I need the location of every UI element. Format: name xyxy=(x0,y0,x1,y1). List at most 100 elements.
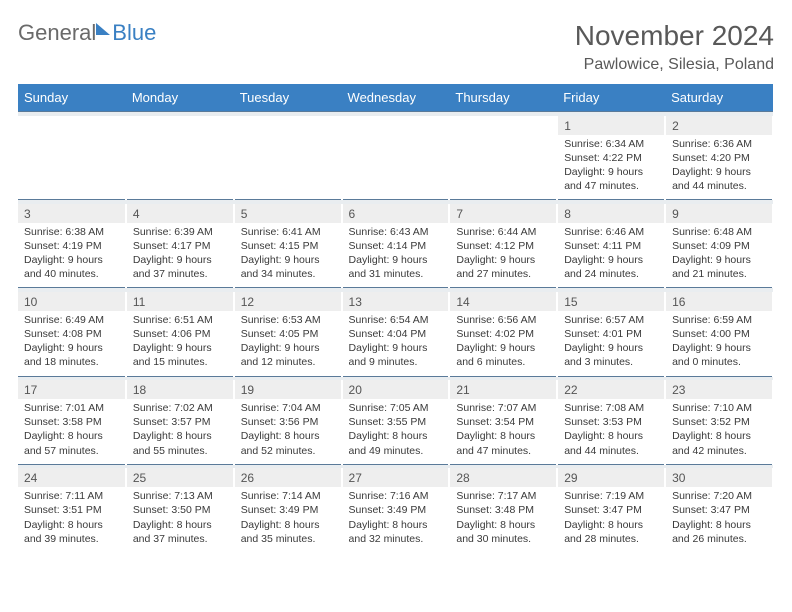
day-cell xyxy=(126,135,234,200)
day-number: 21 xyxy=(449,380,557,399)
sunset-line: Sunset: 4:11 PM xyxy=(564,239,658,253)
day-number: 25 xyxy=(126,468,234,487)
sunset-line: Sunset: 4:01 PM xyxy=(564,327,658,341)
col-monday: Monday xyxy=(126,84,234,112)
daylight-line1: Daylight: 8 hours xyxy=(133,429,227,443)
day-number: 4 xyxy=(126,204,234,223)
day-cell: Sunrise: 6:41 AMSunset: 4:15 PMDaylight:… xyxy=(234,223,342,288)
sunset-line: Sunset: 3:56 PM xyxy=(241,415,335,429)
daylight-line1: Daylight: 8 hours xyxy=(456,518,550,532)
daylight-line1: Daylight: 9 hours xyxy=(456,253,550,267)
daylight-line2: and 6 minutes. xyxy=(456,355,550,369)
day-cell: Sunrise: 7:07 AMSunset: 3:54 PMDaylight:… xyxy=(449,399,557,464)
sunrise-line: Sunrise: 7:07 AM xyxy=(456,401,550,415)
week-daydata-row: Sunrise: 6:34 AMSunset: 4:22 PMDaylight:… xyxy=(18,135,773,200)
sunrise-line: Sunrise: 7:05 AM xyxy=(349,401,443,415)
day-cell: Sunrise: 6:46 AMSunset: 4:11 PMDaylight:… xyxy=(557,223,665,288)
day-number: 9 xyxy=(665,204,773,223)
sunrise-line: Sunrise: 7:19 AM xyxy=(564,489,658,503)
week-daydata-row: Sunrise: 7:01 AMSunset: 3:58 PMDaylight:… xyxy=(18,399,773,464)
daylight-line1: Daylight: 8 hours xyxy=(456,429,550,443)
daylight-line1: Daylight: 9 hours xyxy=(133,341,227,355)
calendar-table: Sunday Monday Tuesday Wednesday Thursday… xyxy=(18,84,774,552)
brand-logo: General Blue xyxy=(18,20,156,46)
daylight-line1: Daylight: 9 hours xyxy=(24,253,119,267)
daylight-line2: and 9 minutes. xyxy=(349,355,443,369)
daylight-line2: and 39 minutes. xyxy=(24,532,119,546)
calendar-page: General Blue November 2024 Pawlowice, Si… xyxy=(0,0,792,612)
sunset-line: Sunset: 3:47 PM xyxy=(672,503,766,517)
sunrise-line: Sunrise: 6:56 AM xyxy=(456,313,550,327)
daylight-line2: and 47 minutes. xyxy=(456,444,550,458)
daylight-line2: and 32 minutes. xyxy=(349,532,443,546)
sunset-line: Sunset: 4:19 PM xyxy=(24,239,119,253)
month-title: November 2024 xyxy=(575,20,774,52)
brand-blue: Blue xyxy=(112,20,156,46)
title-block: November 2024 Pawlowice, Silesia, Poland xyxy=(575,20,774,74)
daylight-line1: Daylight: 9 hours xyxy=(564,341,658,355)
week-daydata-row: Sunrise: 7:11 AMSunset: 3:51 PMDaylight:… xyxy=(18,487,773,552)
sunset-line: Sunset: 4:20 PM xyxy=(672,151,766,165)
daylight-line1: Daylight: 8 hours xyxy=(672,518,766,532)
daylight-line1: Daylight: 9 hours xyxy=(672,165,766,179)
daylight-line2: and 55 minutes. xyxy=(133,444,227,458)
sunrise-line: Sunrise: 6:34 AM xyxy=(564,137,658,151)
day-cell: Sunrise: 7:17 AMSunset: 3:48 PMDaylight:… xyxy=(449,487,557,552)
sunrise-line: Sunrise: 6:54 AM xyxy=(349,313,443,327)
daylight-line1: Daylight: 9 hours xyxy=(241,341,335,355)
day-number: 6 xyxy=(342,204,450,223)
day-cell: Sunrise: 7:20 AMSunset: 3:47 PMDaylight:… xyxy=(665,487,773,552)
day-number: 3 xyxy=(18,204,126,223)
day-number: 29 xyxy=(557,468,665,487)
day-cell: Sunrise: 6:57 AMSunset: 4:01 PMDaylight:… xyxy=(557,311,665,376)
day-cell: Sunrise: 6:49 AMSunset: 4:08 PMDaylight:… xyxy=(18,311,126,376)
daylight-line1: Daylight: 8 hours xyxy=(241,518,335,532)
header: General Blue November 2024 Pawlowice, Si… xyxy=(18,20,774,74)
sunset-line: Sunset: 3:55 PM xyxy=(349,415,443,429)
day-number: 1 xyxy=(557,116,665,135)
sunset-line: Sunset: 4:09 PM xyxy=(672,239,766,253)
sunrise-line: Sunrise: 6:41 AM xyxy=(241,225,335,239)
sunset-line: Sunset: 4:08 PM xyxy=(24,327,119,341)
day-number xyxy=(342,116,450,135)
day-cell: Sunrise: 6:44 AMSunset: 4:12 PMDaylight:… xyxy=(449,223,557,288)
sunset-line: Sunset: 3:54 PM xyxy=(456,415,550,429)
day-number: 14 xyxy=(449,292,557,311)
day-cell: Sunrise: 7:16 AMSunset: 3:49 PMDaylight:… xyxy=(342,487,450,552)
day-number: 18 xyxy=(126,380,234,399)
day-cell xyxy=(234,135,342,200)
sunset-line: Sunset: 3:49 PM xyxy=(349,503,443,517)
sunset-line: Sunset: 4:12 PM xyxy=(456,239,550,253)
day-cell: Sunrise: 6:56 AMSunset: 4:02 PMDaylight:… xyxy=(449,311,557,376)
day-cell: Sunrise: 6:38 AMSunset: 4:19 PMDaylight:… xyxy=(18,223,126,288)
day-cell: Sunrise: 6:43 AMSunset: 4:14 PMDaylight:… xyxy=(342,223,450,288)
daylight-line2: and 15 minutes. xyxy=(133,355,227,369)
week-daynum-row: 17181920212223 xyxy=(18,380,773,399)
day-cell: Sunrise: 7:13 AMSunset: 3:50 PMDaylight:… xyxy=(126,487,234,552)
sunrise-line: Sunrise: 6:53 AM xyxy=(241,313,335,327)
daylight-line2: and 0 minutes. xyxy=(672,355,766,369)
daylight-line2: and 37 minutes. xyxy=(133,532,227,546)
day-number: 13 xyxy=(342,292,450,311)
day-cell xyxy=(449,135,557,200)
sunrise-line: Sunrise: 6:46 AM xyxy=(564,225,658,239)
day-cell: Sunrise: 7:14 AMSunset: 3:49 PMDaylight:… xyxy=(234,487,342,552)
day-number: 23 xyxy=(665,380,773,399)
sunrise-line: Sunrise: 6:38 AM xyxy=(24,225,119,239)
day-cell: Sunrise: 7:19 AMSunset: 3:47 PMDaylight:… xyxy=(557,487,665,552)
sunset-line: Sunset: 3:57 PM xyxy=(133,415,227,429)
day-number: 15 xyxy=(557,292,665,311)
sunrise-line: Sunrise: 7:14 AM xyxy=(241,489,335,503)
day-number: 16 xyxy=(665,292,773,311)
daylight-line2: and 18 minutes. xyxy=(24,355,119,369)
sunrise-line: Sunrise: 7:04 AM xyxy=(241,401,335,415)
col-thursday: Thursday xyxy=(449,84,557,112)
day-number: 20 xyxy=(342,380,450,399)
day-cell: Sunrise: 6:59 AMSunset: 4:00 PMDaylight:… xyxy=(665,311,773,376)
day-cell: Sunrise: 6:54 AMSunset: 4:04 PMDaylight:… xyxy=(342,311,450,376)
daylight-line1: Daylight: 8 hours xyxy=(133,518,227,532)
sunrise-line: Sunrise: 7:08 AM xyxy=(564,401,658,415)
sunset-line: Sunset: 3:58 PM xyxy=(24,415,119,429)
week-daydata-row: Sunrise: 6:49 AMSunset: 4:08 PMDaylight:… xyxy=(18,311,773,376)
daylight-line1: Daylight: 8 hours xyxy=(241,429,335,443)
